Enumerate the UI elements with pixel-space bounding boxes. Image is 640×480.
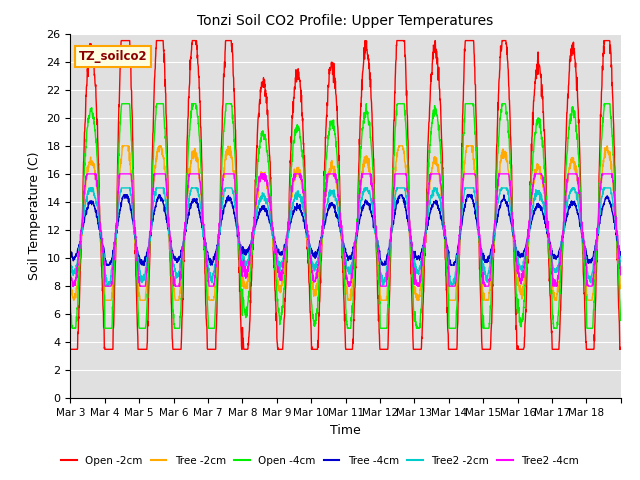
Tree2 -4cm (512, 248, 520, 253)
Tree2 -4cm (122, 171, 130, 177)
Tree -2cm (379, 297, 387, 303)
Line: Tree2 -2cm: Tree2 -2cm (70, 188, 621, 286)
Open -4cm (241, 309, 248, 315)
Tree2 -4cm (617, 272, 625, 278)
Tree2 -2cm (543, 221, 550, 227)
Open -2cm (118, 38, 125, 44)
Y-axis label: Soil Temperature (C): Soil Temperature (C) (28, 152, 41, 280)
Open -4cm (617, 312, 625, 318)
Open -2cm (617, 347, 625, 352)
Tree -4cm (512, 246, 520, 252)
Tree -2cm (122, 143, 130, 149)
Line: Tree2 -4cm: Tree2 -4cm (70, 174, 621, 286)
Tree -4cm (379, 262, 387, 268)
Tree -4cm (617, 252, 625, 257)
Open -2cm (543, 192, 550, 197)
Open -4cm (379, 325, 387, 331)
Tree2 -2cm (67, 256, 74, 262)
Open -4cm (512, 275, 520, 280)
Tree -4cm (609, 215, 617, 220)
Tree -2cm (67, 274, 74, 279)
Tree -4cm (102, 262, 110, 268)
Tree2 -2cm (241, 264, 248, 269)
Tree2 -2cm (512, 244, 520, 250)
Open -4cm (67, 301, 74, 307)
Tree2 -4cm (609, 180, 617, 185)
Open -4cm (543, 213, 550, 218)
Tree2 -4cm (68, 283, 76, 289)
Tree2 -2cm (617, 264, 625, 269)
Line: Open -4cm: Open -4cm (70, 104, 621, 328)
Tree -2cm (617, 286, 625, 291)
Tree2 -2cm (122, 185, 130, 191)
Tree2 -4cm (379, 283, 387, 289)
Tree2 -2cm (104, 283, 111, 289)
Tree2 -2cm (379, 279, 387, 285)
X-axis label: Time: Time (330, 424, 361, 437)
Open -4cm (609, 152, 617, 157)
Open -4cm (118, 101, 125, 107)
Tree2 -2cm (85, 185, 93, 191)
Tree -4cm (67, 251, 74, 257)
Tree -2cm (70, 297, 77, 303)
Tree -4cm (241, 249, 248, 255)
Open -2cm (379, 347, 387, 352)
Line: Tree -4cm: Tree -4cm (70, 195, 621, 265)
Tree -2cm (543, 222, 550, 228)
Tree -4cm (122, 192, 130, 198)
Tree -2cm (609, 188, 617, 194)
Tree -2cm (512, 262, 520, 267)
Line: Open -2cm: Open -2cm (70, 41, 621, 349)
Open -2cm (511, 293, 519, 299)
Tree2 -4cm (241, 270, 248, 276)
Tree2 -4cm (67, 264, 74, 269)
Tree -2cm (118, 143, 126, 149)
Legend: Open -2cm, Tree -2cm, Open -4cm, Tree -4cm, Tree2 -2cm, Tree2 -4cm: Open -2cm, Tree -2cm, Open -4cm, Tree -4… (57, 452, 583, 470)
Tree -2cm (241, 284, 248, 290)
Open -2cm (122, 38, 129, 44)
Tree2 -4cm (83, 171, 91, 177)
Open -4cm (68, 325, 76, 331)
Open -4cm (122, 101, 130, 107)
Open -2cm (67, 347, 74, 352)
Text: TZ_soilco2: TZ_soilco2 (79, 50, 147, 63)
Title: Tonzi Soil CO2 Profile: Upper Temperatures: Tonzi Soil CO2 Profile: Upper Temperatur… (198, 14, 493, 28)
Tree -4cm (543, 228, 550, 233)
Open -2cm (609, 109, 617, 115)
Tree -4cm (120, 192, 127, 198)
Line: Tree -2cm: Tree -2cm (70, 146, 621, 300)
Tree2 -2cm (609, 203, 617, 209)
Open -2cm (241, 347, 248, 352)
Tree2 -4cm (543, 215, 550, 221)
